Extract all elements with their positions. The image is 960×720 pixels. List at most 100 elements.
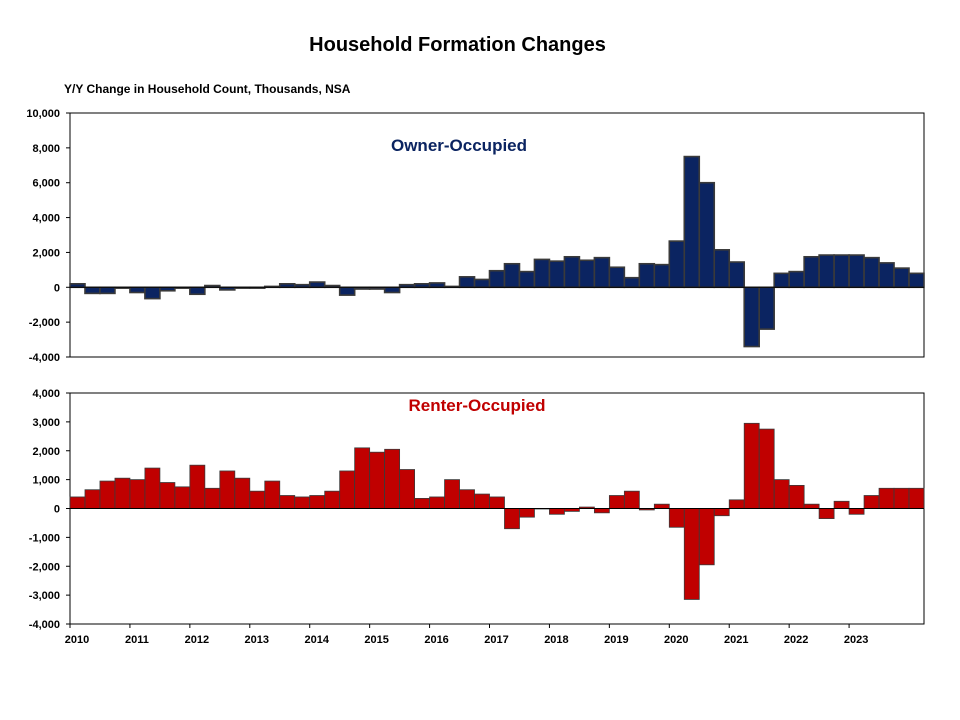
owner-bar (683, 155, 701, 289)
owner-bar (848, 254, 865, 289)
renter-bar (174, 486, 191, 509)
xtick-label: 2022 (784, 634, 808, 646)
owner-bar (383, 286, 401, 294)
renter-bar (653, 503, 670, 509)
xtick-label: 2014 (304, 634, 329, 646)
renter-bar (608, 495, 625, 509)
owner-bar (773, 272, 790, 289)
owner-bar (458, 276, 476, 289)
renter-ytick-label: -4,000 (29, 619, 60, 631)
owner-ytick-label: 6,000 (32, 178, 60, 190)
owner-ytick-label: 2,000 (32, 247, 60, 259)
renter-bar (803, 503, 820, 509)
renter-bar (264, 480, 281, 509)
owner-bar (533, 258, 551, 289)
owner-bar (159, 286, 176, 292)
owner-bar (473, 278, 491, 289)
owner-bar (518, 270, 536, 289)
owner-ytick-label: 4,000 (32, 213, 60, 225)
owner-bar (308, 281, 326, 289)
renter-bar (504, 508, 520, 530)
renter-bar (444, 479, 460, 509)
renter-bar (863, 495, 880, 509)
renter-bar (698, 508, 715, 566)
renter-bar (279, 495, 296, 509)
renter-bar (189, 464, 206, 509)
owner-bar (578, 259, 596, 289)
xtick-label: 2018 (544, 634, 568, 646)
renter-bar (758, 428, 775, 509)
xtick-label: 2015 (364, 634, 388, 646)
renter-bar (384, 448, 401, 509)
owner-bar (278, 282, 296, 289)
renter-bar (818, 508, 835, 520)
xtick-label: 2023 (844, 634, 868, 646)
renter-bar (549, 508, 565, 515)
renter-bar (234, 477, 251, 509)
owner-bar (623, 276, 641, 289)
renter-bar (354, 447, 371, 509)
renter-bar (489, 496, 505, 509)
xtick-label: 2019 (604, 634, 628, 646)
owner-bar (878, 262, 895, 289)
owner-bar (503, 262, 521, 289)
xtick-label: 2021 (724, 634, 748, 646)
owner-bar (863, 256, 880, 289)
owner-bar (129, 286, 146, 294)
renter-bar (399, 469, 415, 509)
renter-bar (908, 487, 925, 509)
owner-bar (758, 286, 775, 330)
xtick-label: 2013 (245, 634, 269, 646)
owner-bar (84, 286, 101, 295)
renter-bar (743, 422, 760, 509)
owner-occupied-label: Owner-Occupied (391, 136, 527, 155)
renter-bar (309, 495, 326, 509)
xtick-label: 2010 (65, 634, 89, 646)
renter-bar (84, 489, 101, 509)
owner-ytick-label: 10,000 (26, 108, 60, 120)
owner-ytick-label: -4,000 (29, 352, 60, 364)
renter-occupied-label: Renter-Occupied (409, 396, 546, 415)
owner-bar (788, 270, 805, 289)
owner-bar (488, 269, 506, 289)
renter-bar (219, 470, 236, 509)
owner-bar (908, 272, 925, 289)
renter-bar (414, 497, 430, 509)
owner-bar (743, 286, 760, 348)
owner-bar (189, 286, 206, 296)
owner-occupied-panel: -4,000-2,00002,0004,0006,0008,00010,000 … (26, 108, 925, 364)
renter-bar (339, 470, 356, 509)
owner-bar (593, 256, 611, 289)
owner-bar (428, 282, 446, 289)
renter-bar (773, 479, 790, 509)
renter-ytick-label: 1,000 (32, 475, 60, 487)
renter-bar (69, 496, 86, 509)
owner-bar (893, 267, 910, 289)
owner-bar (668, 240, 686, 289)
owner-bar (144, 286, 161, 300)
renter-bar (144, 467, 161, 509)
renter-bar (204, 487, 221, 509)
renter-bar (623, 490, 640, 509)
renter-ytick-label: 4,000 (32, 388, 60, 400)
renter-bar (114, 477, 131, 509)
renter-bar (668, 508, 685, 528)
owner-bar (69, 282, 86, 289)
owner-bar (803, 255, 820, 289)
owner-bar (728, 261, 746, 289)
owner-plot-frame (69, 112, 925, 358)
renter-bar (713, 508, 730, 517)
renter-bar (324, 490, 341, 509)
renter-bar (474, 493, 490, 509)
owner-ytick-label: -2,000 (29, 317, 60, 329)
renter-ytick-label: 0 (54, 504, 60, 516)
renter-bar (593, 508, 610, 514)
renter-bar (683, 508, 700, 600)
renter-bar (129, 479, 146, 509)
renter-bar (429, 496, 445, 509)
owner-bar (563, 255, 581, 289)
xtick-label: 2011 (125, 634, 149, 646)
owner-bar (818, 254, 835, 289)
xtick-label: 2012 (185, 634, 209, 646)
